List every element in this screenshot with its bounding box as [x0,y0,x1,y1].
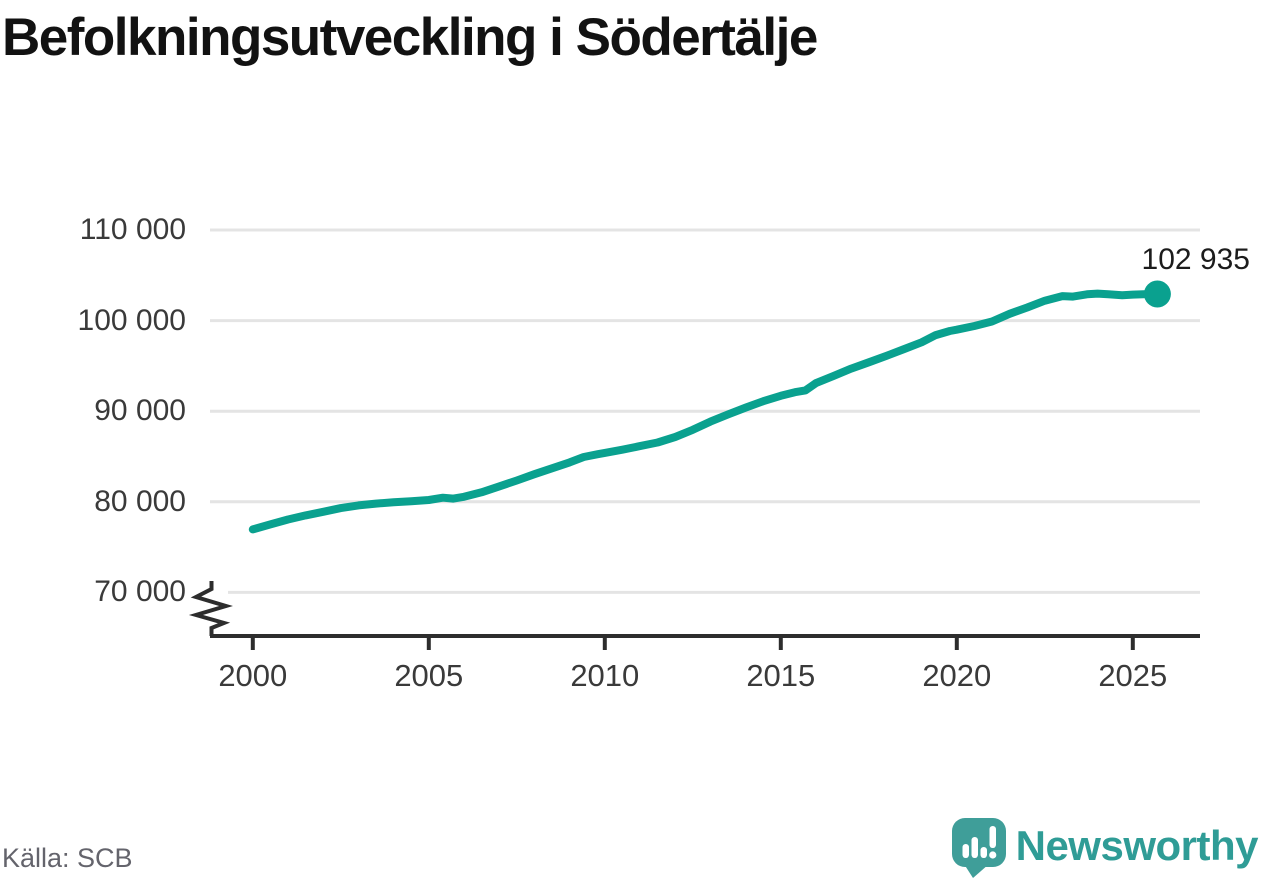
y-tick-label-100000: 100 000 [77,303,186,337]
x-tick-label-2000: 2000 [218,658,288,693]
population-line-series [248,289,1162,534]
series-end-point-marker [1143,280,1171,308]
chart-title: Befolkningsutveckling i Södertälje [2,8,818,67]
y-tick-label-90000: 90 000 [94,394,186,428]
newsworthy-logo-icon [951,818,1006,878]
newsworthy-wordmark: Newsworthy [1015,822,1259,869]
x-tick-label-2025: 2025 [1098,658,1168,693]
x-axis-ticks [250,636,1135,650]
x-tick-label-2010: 2010 [570,658,640,693]
y-tick-label-70000: 70 000 [94,575,186,609]
y-tick-label-80000: 80 000 [94,484,186,518]
newsworthy-brand: Newsworthy [948,814,1259,878]
source-note: Källa: SCB [2,843,133,873]
x-tick-label-2005: 2005 [394,658,464,693]
x-tick-label-2020: 2020 [922,658,992,693]
end-value-label: 102 935 [1141,243,1250,276]
gridlines [210,228,1200,594]
y-tick-label-110000: 110 000 [79,213,186,246]
x-tick-label-2015: 2015 [746,658,816,693]
axis-break-zigzag [188,581,233,636]
